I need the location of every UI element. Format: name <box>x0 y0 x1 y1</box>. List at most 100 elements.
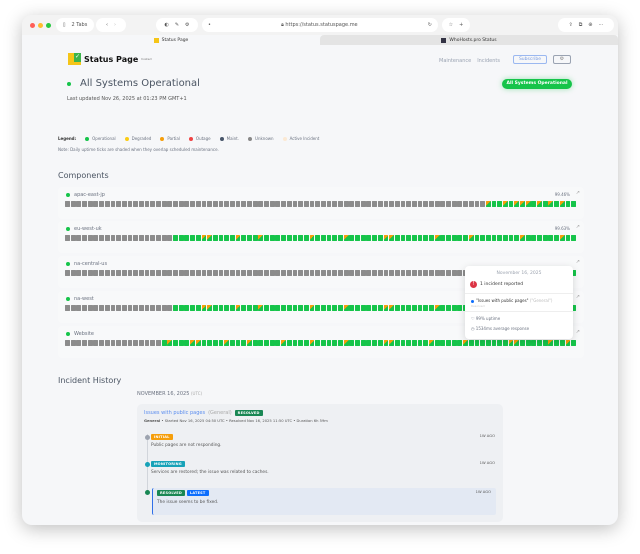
day-tick[interactable] <box>292 305 298 311</box>
day-tick[interactable] <box>366 340 372 346</box>
nav-maintenance[interactable]: Maintenance <box>439 58 472 64</box>
day-tick[interactable] <box>195 270 201 276</box>
day-tick[interactable] <box>93 201 99 207</box>
day-tick[interactable] <box>400 270 406 276</box>
day-tick[interactable] <box>571 305 577 311</box>
day-tick[interactable] <box>241 340 247 346</box>
external-link-icon[interactable]: ↗ <box>575 329 580 335</box>
day-tick[interactable] <box>150 340 156 346</box>
day-tick[interactable] <box>571 235 577 241</box>
day-tick[interactable] <box>133 270 139 276</box>
day-tick[interactable] <box>480 235 486 241</box>
day-tick[interactable] <box>360 340 366 346</box>
day-tick[interactable] <box>247 305 252 311</box>
day-tick[interactable] <box>389 270 395 276</box>
day-tick[interactable] <box>355 340 360 346</box>
day-tick[interactable] <box>212 270 218 276</box>
day-tick[interactable] <box>121 305 127 311</box>
day-tick[interactable] <box>394 340 400 346</box>
day-tick[interactable] <box>235 340 241 346</box>
new-tab-icon[interactable]: + <box>459 22 464 28</box>
day-tick[interactable] <box>463 201 468 207</box>
day-tick[interactable] <box>565 201 571 207</box>
day-tick[interactable] <box>224 340 230 346</box>
day-tick[interactable] <box>298 340 304 346</box>
day-tick[interactable] <box>571 340 577 346</box>
day-tick[interactable] <box>349 305 355 311</box>
day-tick[interactable] <box>167 305 173 311</box>
day-tick[interactable] <box>417 270 423 276</box>
day-tick[interactable] <box>184 340 190 346</box>
day-tick[interactable] <box>303 305 309 311</box>
day-tick[interactable] <box>525 235 531 241</box>
day-tick[interactable] <box>121 201 127 207</box>
day-tick[interactable] <box>138 235 144 241</box>
day-tick[interactable] <box>554 201 559 207</box>
day-tick[interactable] <box>411 201 417 207</box>
day-tick[interactable] <box>451 270 457 276</box>
day-tick[interactable] <box>349 201 355 207</box>
day-tick[interactable] <box>377 235 383 241</box>
day-tick[interactable] <box>93 305 99 311</box>
day-tick[interactable] <box>252 340 258 346</box>
day-tick[interactable] <box>201 270 207 276</box>
day-tick[interactable] <box>281 340 286 346</box>
day-tick[interactable] <box>537 201 542 207</box>
day-tick[interactable] <box>298 201 304 207</box>
day-tick[interactable] <box>355 270 360 276</box>
day-tick[interactable] <box>269 270 275 276</box>
day-tick[interactable] <box>133 340 139 346</box>
day-tick[interactable] <box>309 305 315 311</box>
day-tick[interactable] <box>258 201 264 207</box>
day-tick[interactable] <box>150 270 156 276</box>
day-tick[interactable] <box>366 305 372 311</box>
day-tick[interactable] <box>394 270 400 276</box>
day-tick[interactable] <box>65 235 70 241</box>
day-tick[interactable] <box>87 235 93 241</box>
day-tick[interactable] <box>315 201 321 207</box>
day-tick[interactable] <box>332 201 338 207</box>
day-tick[interactable] <box>218 305 224 311</box>
day-tick[interactable] <box>457 340 463 346</box>
day-tick[interactable] <box>360 235 366 241</box>
day-tick[interactable] <box>514 235 520 241</box>
day-tick[interactable] <box>133 305 139 311</box>
day-tick[interactable] <box>446 270 451 276</box>
download-icon[interactable]: ⊕ <box>588 22 593 28</box>
day-tick[interactable] <box>411 305 417 311</box>
day-tick[interactable] <box>434 201 440 207</box>
day-tick[interactable] <box>491 340 497 346</box>
day-tick[interactable] <box>258 235 264 241</box>
day-tick[interactable] <box>144 201 150 207</box>
day-tick[interactable] <box>474 201 480 207</box>
day-tick[interactable] <box>104 340 110 346</box>
url-text[interactable]: https://status.statuspage.me <box>285 22 358 28</box>
day-tick[interactable] <box>201 235 207 241</box>
day-tick[interactable] <box>531 235 537 241</box>
day-tick[interactable] <box>394 305 400 311</box>
day-tick[interactable] <box>326 201 332 207</box>
day-tick[interactable] <box>241 305 247 311</box>
day-tick[interactable] <box>383 270 389 276</box>
day-tick[interactable] <box>161 235 167 241</box>
day-tick[interactable] <box>463 235 468 241</box>
day-tick[interactable] <box>252 201 258 207</box>
day-tick[interactable] <box>224 305 230 311</box>
day-tick[interactable] <box>138 305 144 311</box>
day-tick[interactable] <box>104 305 110 311</box>
day-tick[interactable] <box>400 235 406 241</box>
day-tick[interactable] <box>377 305 383 311</box>
day-tick[interactable] <box>121 235 127 241</box>
day-tick[interactable] <box>315 305 321 311</box>
day-tick[interactable] <box>411 235 417 241</box>
day-tick[interactable] <box>65 201 70 207</box>
day-tick[interactable] <box>138 270 144 276</box>
day-tick[interactable] <box>161 340 167 346</box>
day-tick[interactable] <box>303 270 309 276</box>
day-tick[interactable] <box>173 270 178 276</box>
day-tick[interactable] <box>406 270 412 276</box>
day-tick[interactable] <box>173 235 178 241</box>
day-tick[interactable] <box>269 235 275 241</box>
day-tick[interactable] <box>247 270 252 276</box>
day-tick[interactable] <box>275 305 281 311</box>
